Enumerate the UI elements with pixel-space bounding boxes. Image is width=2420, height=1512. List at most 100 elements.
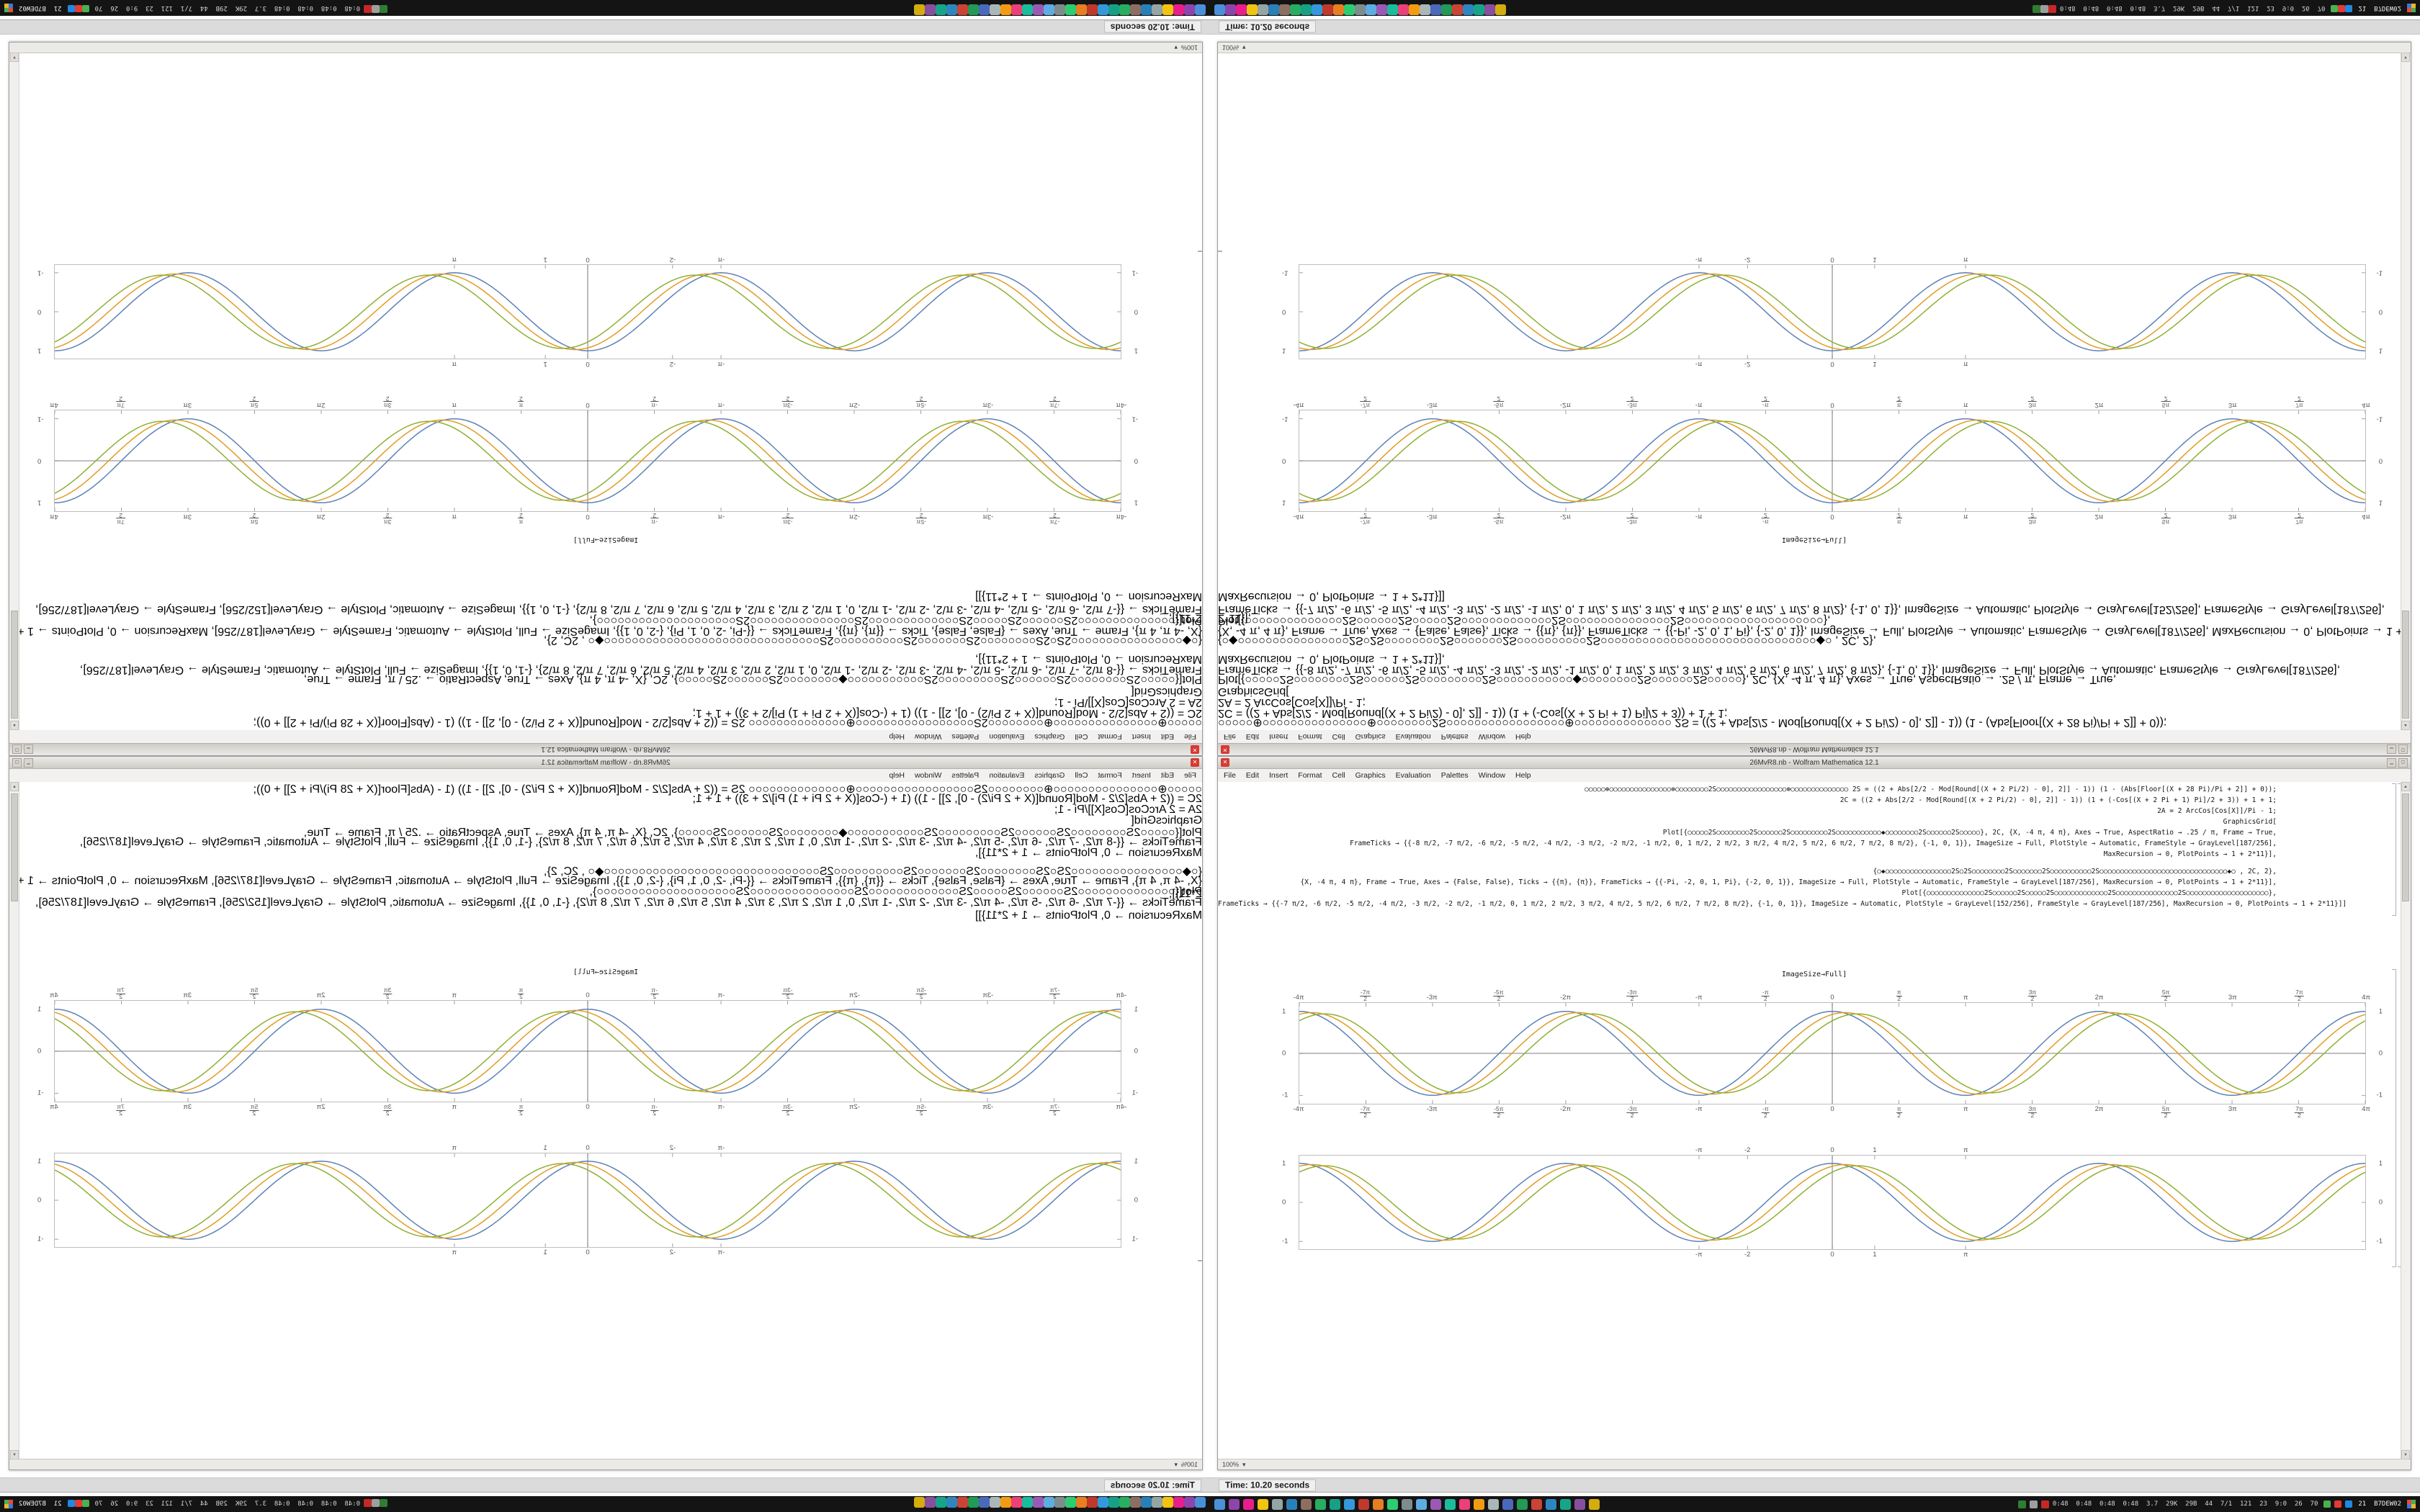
input-cell[interactable]: ○○○○○⊕○○○○○○○○○○○○○○○⊕○○○○○○○○2S○○○○○○○○…: [1218, 784, 2411, 909]
taskbar-app-icon[interactable]: [968, 1497, 979, 1508]
taskbar-app-icon[interactable]: [1286, 1498, 1297, 1510]
taskbar-app-icon[interactable]: [1416, 1498, 1427, 1510]
taskbar-app-icon[interactable]: [946, 1497, 957, 1508]
window-titlebar[interactable]: ✕ 26MvR8.nb - Wolfram Mathematica 12.1 ▁…: [1218, 757, 2411, 769]
taskbar-app-icon[interactable]: [936, 4, 946, 15]
taskbar-app-icon[interactable]: [1184, 1497, 1195, 1508]
launcher-grid-icon[interactable]: [2407, 4, 2416, 12]
tray-status-icon[interactable]: [74, 5, 82, 12]
close-icon[interactable]: ✕: [1221, 758, 1229, 767]
menu-palettes[interactable]: Palettes: [951, 771, 980, 780]
taskbar-app-icon[interactable]: [1258, 4, 1268, 15]
tray-status-icon[interactable]: [74, 1500, 82, 1507]
taskbar-app-icon[interactable]: [1290, 4, 1301, 15]
vertical-scrollbar[interactable]: ▲ ▼: [2401, 782, 2411, 1459]
taskbar-app-icon[interactable]: [957, 1497, 968, 1508]
menu-window[interactable]: Window: [914, 732, 942, 741]
menu-evaluation[interactable]: Evaluation: [1395, 771, 1431, 780]
taskbar-app-icon[interactable]: [1044, 1497, 1054, 1508]
taskbar-app-icon[interactable]: [1087, 1497, 1098, 1508]
window-titlebar[interactable]: ✕ 26MvR8.nb - Wolfram Mathematica 12.1 ▁…: [9, 757, 1202, 769]
taskbar-app-icon[interactable]: [1098, 4, 1108, 15]
taskbar-app-icon[interactable]: [1452, 4, 1463, 15]
maximize-button[interactable]: ▢: [12, 744, 22, 754]
tray-clock[interactable]: 21 B7DEW02: [19, 4, 62, 12]
menu-format[interactable]: Format: [1298, 732, 1322, 741]
scroll-down-icon[interactable]: ▼: [10, 53, 19, 62]
input-cell[interactable]: ○○○○○⊕○○○○○○○○○○○○○○○⊕○○○○○○○○2S○○○○○○○○…: [1218, 590, 2411, 730]
menu-format[interactable]: Format: [1098, 732, 1122, 741]
taskbar-app-icon[interactable]: [1225, 4, 1236, 15]
zoom-level[interactable]: 100%: [1222, 44, 1240, 51]
tray-status-icon[interactable]: [2338, 5, 2346, 12]
taskbar-app-icon[interactable]: [1076, 4, 1087, 15]
taskbar-app-icon[interactable]: [1272, 1498, 1283, 1510]
taskbar-app-icon[interactable]: [1344, 4, 1355, 15]
taskbar-app-icon[interactable]: [1484, 4, 1495, 15]
maximize-button[interactable]: ▢: [2398, 744, 2408, 754]
taskbar-app-icon[interactable]: [1108, 1497, 1119, 1508]
chevron-down-icon[interactable]: ▾: [1242, 44, 1246, 52]
taskbar-app-icon[interactable]: [1387, 1498, 1398, 1510]
taskbar-indicator-icon[interactable]: [364, 1499, 372, 1507]
taskbar-app-icon[interactable]: [1560, 1498, 1571, 1510]
maximize-button[interactable]: ▢: [2398, 758, 2408, 768]
scroll-up-icon[interactable]: ▲: [2401, 782, 2410, 791]
minimize-button[interactable]: ▁: [2387, 758, 2396, 768]
close-icon[interactable]: ✕: [1221, 745, 1229, 754]
taskbar-app-icon[interactable]: [1366, 4, 1376, 15]
taskbar-indicator-icon[interactable]: [364, 5, 372, 13]
taskbar-app-icon[interactable]: [1173, 1497, 1184, 1508]
taskbar-app-icon[interactable]: [957, 4, 968, 15]
taskbar-app-icon[interactable]: [1445, 1498, 1456, 1510]
taskbar-app-icon[interactable]: [1162, 4, 1173, 15]
taskbar-app-icon[interactable]: [1409, 4, 1420, 15]
taskbar-app-icon[interactable]: [1387, 4, 1398, 15]
menu-window[interactable]: Window: [1478, 732, 1506, 741]
menu-graphics[interactable]: Graphics: [1355, 771, 1386, 780]
taskbar-app-icon[interactable]: [1247, 4, 1258, 15]
taskbar-indicator-icon[interactable]: [372, 5, 380, 13]
menu-help[interactable]: Help: [1515, 771, 1531, 780]
close-icon[interactable]: ✕: [1191, 745, 1199, 754]
scrollbar-thumb[interactable]: [2402, 611, 2409, 719]
tray-status-icon[interactable]: [67, 1500, 75, 1507]
menu-edit[interactable]: Edit: [1160, 732, 1175, 741]
menu-palettes[interactable]: Palettes: [1440, 771, 1469, 780]
scroll-up-icon[interactable]: ▲: [10, 782, 19, 791]
taskbar-app-icon[interactable]: [946, 4, 957, 15]
minimize-button[interactable]: ▁: [2387, 744, 2396, 754]
taskbar-app-icon[interactable]: [1229, 1498, 1240, 1510]
taskbar-app-icon[interactable]: [1214, 1498, 1225, 1510]
vertical-scrollbar[interactable]: ▲ ▼: [2401, 53, 2411, 730]
taskbar-app-icon[interactable]: [1033, 4, 1044, 15]
vertical-scrollbar[interactable]: ▲ ▼: [9, 53, 19, 730]
taskbar-app-icon[interactable]: [1054, 1497, 1065, 1508]
taskbar-app-icon[interactable]: [914, 1497, 925, 1508]
taskbar-app-icon[interactable]: [1402, 1498, 1412, 1510]
menu-graphics[interactable]: Graphics: [1355, 732, 1386, 741]
cell-bracket-output[interactable]: [2392, 969, 2396, 1267]
menu-cell[interactable]: Cell: [1075, 771, 1088, 780]
menu-cell[interactable]: Cell: [1332, 771, 1345, 780]
taskbar-app-icon[interactable]: [979, 4, 990, 15]
menu-file[interactable]: File: [1184, 771, 1196, 780]
menu-insert[interactable]: Insert: [1269, 732, 1289, 741]
taskbar-app-icon[interactable]: [1574, 1498, 1585, 1510]
taskbar-app-icon[interactable]: [1474, 1498, 1484, 1510]
taskbar-app-icon[interactable]: [1488, 1498, 1499, 1510]
taskbar-app-icon[interactable]: [1173, 4, 1184, 15]
menu-file[interactable]: File: [1224, 732, 1236, 741]
taskbar-app-icon[interactable]: [1195, 4, 1206, 15]
menu-insert[interactable]: Insert: [1131, 732, 1151, 741]
taskbar-app-icon[interactable]: [1236, 4, 1247, 15]
taskbar-app-icon[interactable]: [1141, 1497, 1152, 1508]
zoom-level[interactable]: 100%: [1222, 1461, 1240, 1468]
taskbar-indicator-icon[interactable]: [2029, 1500, 2038, 1508]
input-cell[interactable]: ○○○○○⊕○○○○○○○○○○○○○○○⊕○○○○○○○○2S○○○○○○○○…: [9, 782, 1202, 922]
minimize-button[interactable]: ▁: [24, 758, 33, 768]
taskbar-app-icon[interactable]: [1141, 4, 1152, 15]
menu-evaluation[interactable]: Evaluation: [989, 732, 1025, 741]
menu-edit[interactable]: Edit: [1160, 771, 1175, 780]
menu-file[interactable]: File: [1184, 732, 1196, 741]
